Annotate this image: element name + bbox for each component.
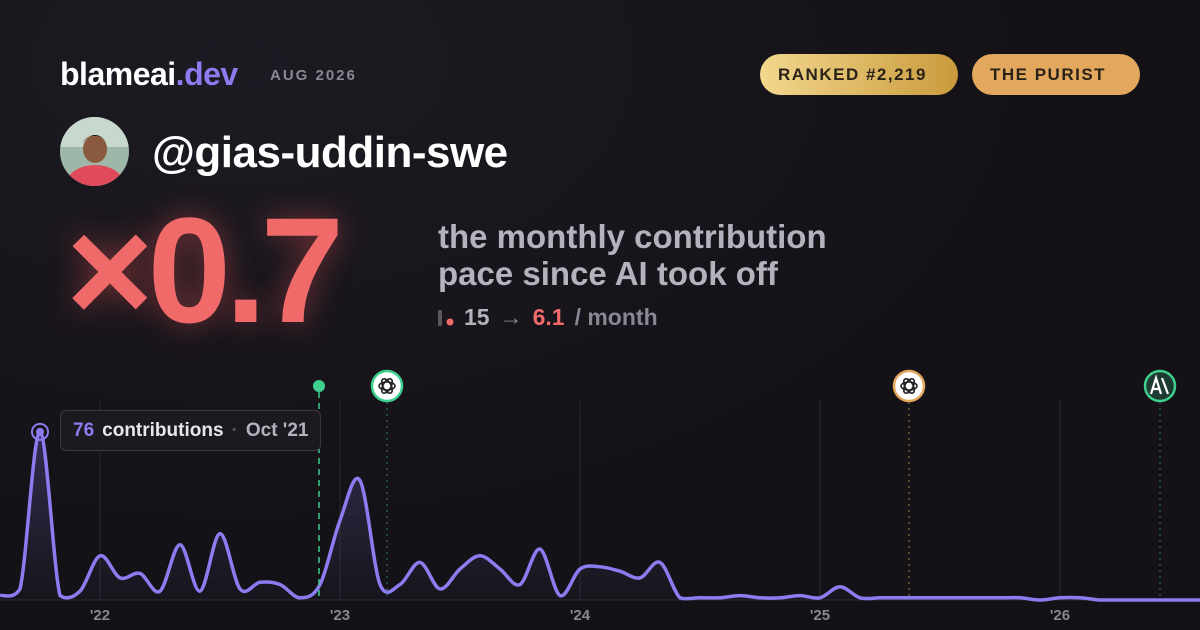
x-tick-label: '26: [1050, 607, 1070, 624]
openai-icon: [370, 369, 404, 403]
description: the monthly contribution pace since AI t…: [438, 218, 827, 292]
x-tick-label: '25: [810, 607, 830, 624]
username: @gias-uddin-swe: [152, 128, 508, 177]
x-tick-label: '23: [330, 607, 350, 624]
pace-unit: / month: [574, 304, 658, 330]
persona-badge: THE PURIST: [972, 54, 1140, 95]
avatar: [60, 117, 129, 186]
line: [0, 430, 1200, 602]
period: AUG 2026: [270, 67, 357, 84]
peak-dot: [36, 427, 44, 436]
area: [0, 431, 1200, 600]
x-tick-label: '24: [570, 607, 591, 624]
x-tick-label: '22: [90, 607, 110, 624]
tooltip-date: Oct '21: [245, 419, 309, 441]
brand: blameai.dev: [60, 56, 238, 93]
anthropic-icon: [1143, 369, 1177, 403]
pace-arrow: →: [499, 304, 523, 330]
tooltip: 76 contributions · Oct '21: [60, 410, 322, 451]
rank-badge: RANKED #2,219: [760, 54, 958, 95]
tooltip-value: 76: [73, 419, 95, 441]
openai-icon: [892, 369, 926, 403]
brand-tld: .dev: [175, 56, 239, 92]
peak-ring: [31, 422, 49, 441]
pace-after: 6.1: [532, 304, 565, 330]
brand-name: blameai: [60, 56, 176, 92]
pace: 15 → 6.1 / month: [438, 304, 658, 331]
multiplier: ×0.7: [66, 186, 344, 354]
pace-before: 15: [464, 304, 490, 330]
plot: '22 '23 '24 '25 '26: [0, 400, 1200, 624]
pace-icon: [438, 309, 454, 326]
tooltip-label: contributions: [102, 419, 224, 441]
event-dot: [313, 380, 325, 392]
